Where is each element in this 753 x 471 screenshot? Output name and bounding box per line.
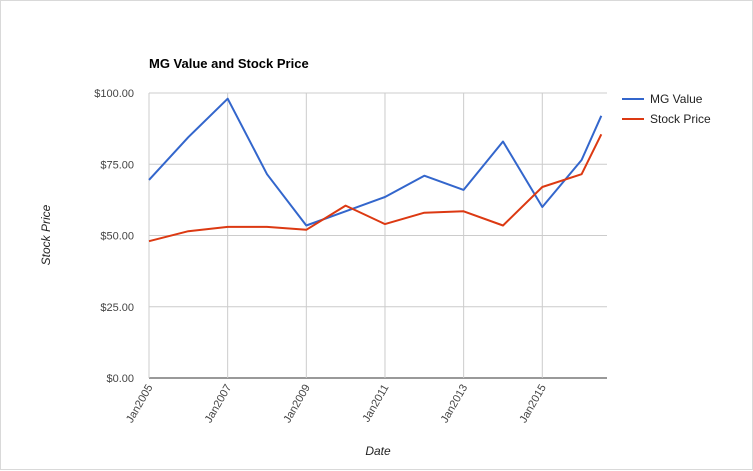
x-tick-label: Jan2013 (439, 383, 471, 426)
y-tick-label: $75.00 (100, 159, 134, 171)
y-tick-label: $0.00 (106, 373, 134, 385)
series-line-1 (148, 97, 603, 227)
x-tick-label: Jan2005 (124, 383, 156, 426)
y-axis-title: Stock Price (39, 204, 53, 265)
legend-label: Stock Price (650, 112, 711, 126)
series-lines (148, 97, 603, 243)
y-axis-tick-labels: $0.00 $25.00 $50.00 $75.00 $100.00 (94, 88, 134, 385)
x-axis-tick-labels: Jan2005 Jan2007 Jan2009 Jan2011 Jan2013 Jan20… (124, 383, 549, 426)
y-tick-label: $50.00 (100, 231, 134, 243)
legend-label: MG Value (650, 92, 703, 106)
x-tick-label: Jan2011 (360, 383, 391, 425)
gridlines (148, 92, 607, 379)
chart-title: MG Value and Stock Price (149, 56, 309, 71)
y-tick-label: $25.00 (100, 302, 134, 314)
y-tick-label: $100.00 (94, 88, 134, 100)
x-axis-title: Date (365, 444, 391, 458)
x-tick-label: Jan2009 (281, 383, 313, 426)
series-line-2 (148, 133, 603, 243)
x-tick-label: Jan2007 (203, 383, 235, 426)
x-tick-label: Jan2015 (517, 383, 549, 426)
legend: MG Value Stock Price (622, 92, 711, 126)
